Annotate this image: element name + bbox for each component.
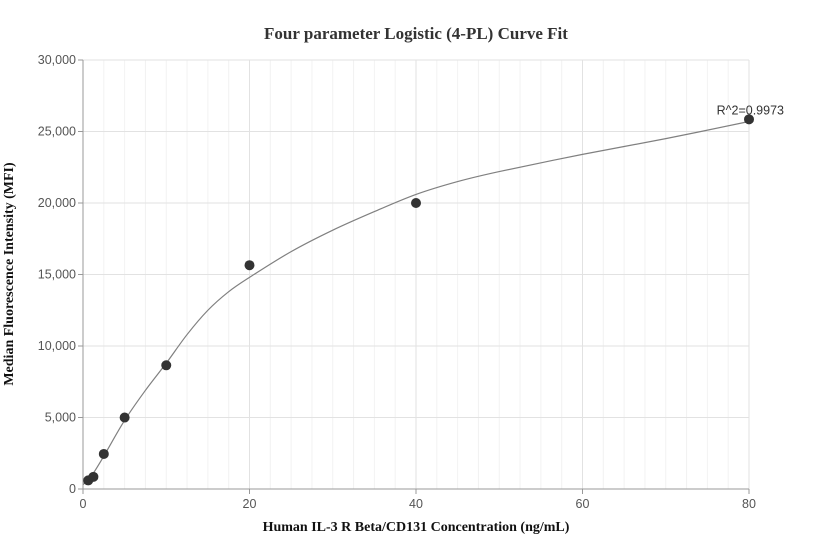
x-tick-label: 20 [243,497,257,511]
grid [82,59,750,490]
y-tick-label: 20,000 [38,196,76,210]
y-tick-label: 0 [69,482,76,496]
x-tick-label: 60 [576,497,590,511]
x-tick-label: 40 [409,497,423,511]
y-tick-label: 15,000 [38,268,76,282]
r-squared-annotation: R^2=0.9973 [717,103,784,117]
x-tick-label: 80 [742,497,756,511]
data-point [411,198,421,208]
points-layer [83,114,754,486]
data-point [161,360,172,371]
annotation-layer: R^2=0.9973 [717,103,784,117]
chart-title: Four parameter Logistic (4-PL) Curve Fit [264,24,568,43]
x-tick-label: 0 [80,497,87,511]
axes: 0 5,000 10,000 15,000 20,000 25,000 30,000 0 20 4… [38,53,756,511]
y-tick-label: 10,000 [38,339,76,353]
data-point [119,412,130,423]
y-axis-title: Median Fluorescence Intensity (MFI) [2,162,17,386]
data-point [98,448,109,459]
data-point [744,114,754,125]
y-tick-label: 30,000 [38,53,76,67]
y-tick-label: 25,000 [38,125,76,139]
data-point [88,471,99,482]
x-axis-title: Human IL-3 R Beta/CD131 Concentration (n… [263,520,570,535]
data-point [244,260,255,271]
y-tick-label: 5,000 [45,411,76,425]
